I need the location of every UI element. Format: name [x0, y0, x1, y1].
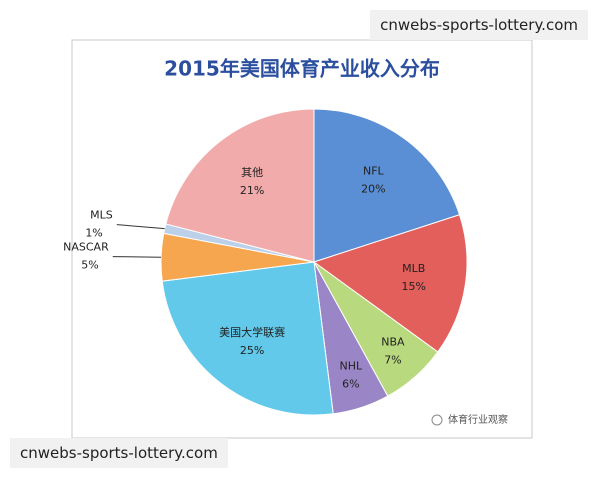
- pie-slice: [313, 108, 461, 263]
- slice-value-label: 7%: [384, 354, 401, 367]
- slice-label: MLS: [90, 209, 113, 222]
- slice-value-label: 21%: [240, 184, 264, 197]
- slice-value-label: 25%: [240, 344, 264, 357]
- pie-slice: [312, 214, 468, 353]
- leader-line: [112, 256, 162, 258]
- slice-label: MLB: [402, 262, 425, 275]
- slice-label: NFL: [363, 164, 385, 177]
- slice-value-label: 6%: [342, 377, 359, 390]
- slice-label: NBA: [381, 336, 405, 349]
- slice-label: 其他: [241, 166, 263, 179]
- watermark: cnwebs-sports-lottery.com: [370, 10, 588, 40]
- logo: 体育行业观察: [431, 413, 508, 426]
- slice-value-label: 1%: [85, 227, 102, 240]
- pie-slice: [161, 261, 334, 416]
- chart-title: 2015年美国体育产业收入分布: [164, 57, 440, 81]
- slice-label: NHL: [340, 359, 364, 372]
- watermark: cnwebs-sports-lottery.com: [10, 438, 228, 468]
- logo-icon: [431, 414, 443, 426]
- slice-label: 美国大学联赛: [219, 325, 285, 339]
- slice-value-label: 20%: [361, 182, 385, 195]
- logo-text: 体育行业观察: [448, 413, 508, 426]
- leader-line: [116, 224, 165, 230]
- slice-value-label: 5%: [81, 259, 98, 272]
- slice-label: NASCAR: [63, 241, 109, 254]
- slice-value-label: 15%: [402, 280, 426, 293]
- pie-slice: [165, 108, 315, 263]
